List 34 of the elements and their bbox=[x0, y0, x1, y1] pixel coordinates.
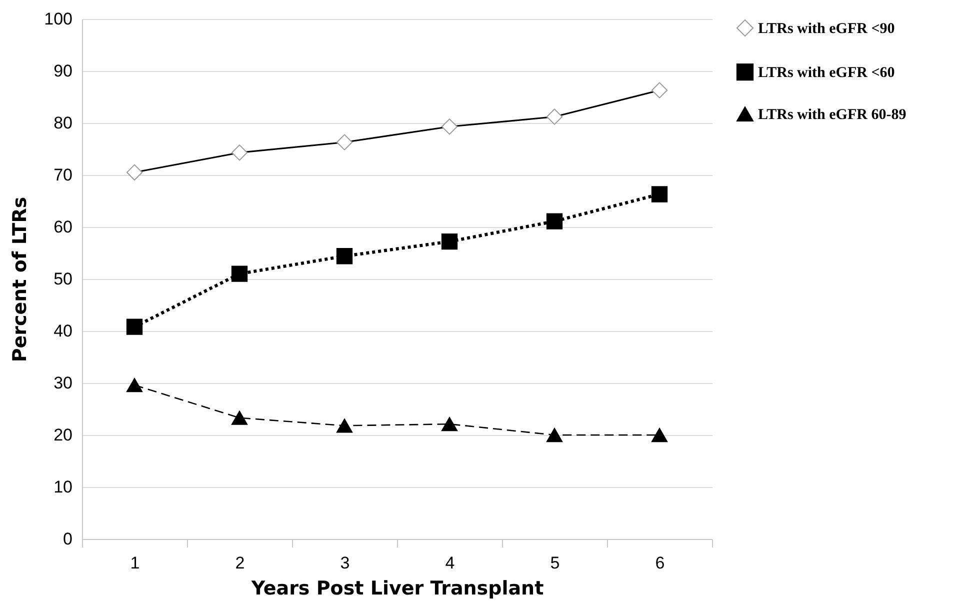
point bbox=[126, 378, 143, 392]
y-tick-label: 10 bbox=[54, 478, 72, 496]
point bbox=[651, 186, 668, 202]
point bbox=[336, 418, 353, 433]
y-tick-label: 50 bbox=[54, 270, 72, 288]
y-tick-label: 70 bbox=[54, 166, 72, 184]
x-tick-label: 6 bbox=[655, 554, 665, 572]
point bbox=[546, 428, 563, 442]
y-tick-label: 60 bbox=[54, 218, 72, 236]
y-tick-label: 80 bbox=[54, 114, 72, 132]
y-tick-label: 0 bbox=[63, 530, 72, 548]
legend-label: LTRs with eGFR <60 bbox=[758, 65, 895, 81]
x-tick-label: 3 bbox=[340, 554, 350, 572]
legend-label: LTRs with eGFR 60-89 bbox=[758, 107, 906, 123]
x-tick-label: 2 bbox=[235, 554, 245, 572]
y-tick-label: 20 bbox=[54, 426, 72, 444]
x-tick-label: 4 bbox=[445, 554, 455, 572]
point bbox=[231, 266, 248, 282]
point bbox=[651, 428, 668, 442]
point bbox=[336, 248, 353, 264]
x-tick-label: 1 bbox=[130, 554, 140, 572]
point bbox=[126, 318, 143, 335]
point bbox=[546, 213, 563, 230]
y-tick-label: 30 bbox=[54, 374, 72, 392]
y-tick-label: 40 bbox=[54, 322, 72, 340]
point bbox=[441, 233, 458, 250]
y-tick-label: 90 bbox=[54, 62, 72, 80]
point bbox=[231, 410, 248, 425]
x-axis-title: Years Post Liver Transplant bbox=[250, 578, 544, 600]
legend-label: LTRs with eGFR <90 bbox=[758, 21, 895, 37]
y-axis-title: Percent of LTRs bbox=[9, 196, 32, 362]
y-tick-label: 100 bbox=[44, 10, 72, 28]
point bbox=[441, 417, 458, 432]
x-tick-label: 5 bbox=[550, 554, 560, 572]
